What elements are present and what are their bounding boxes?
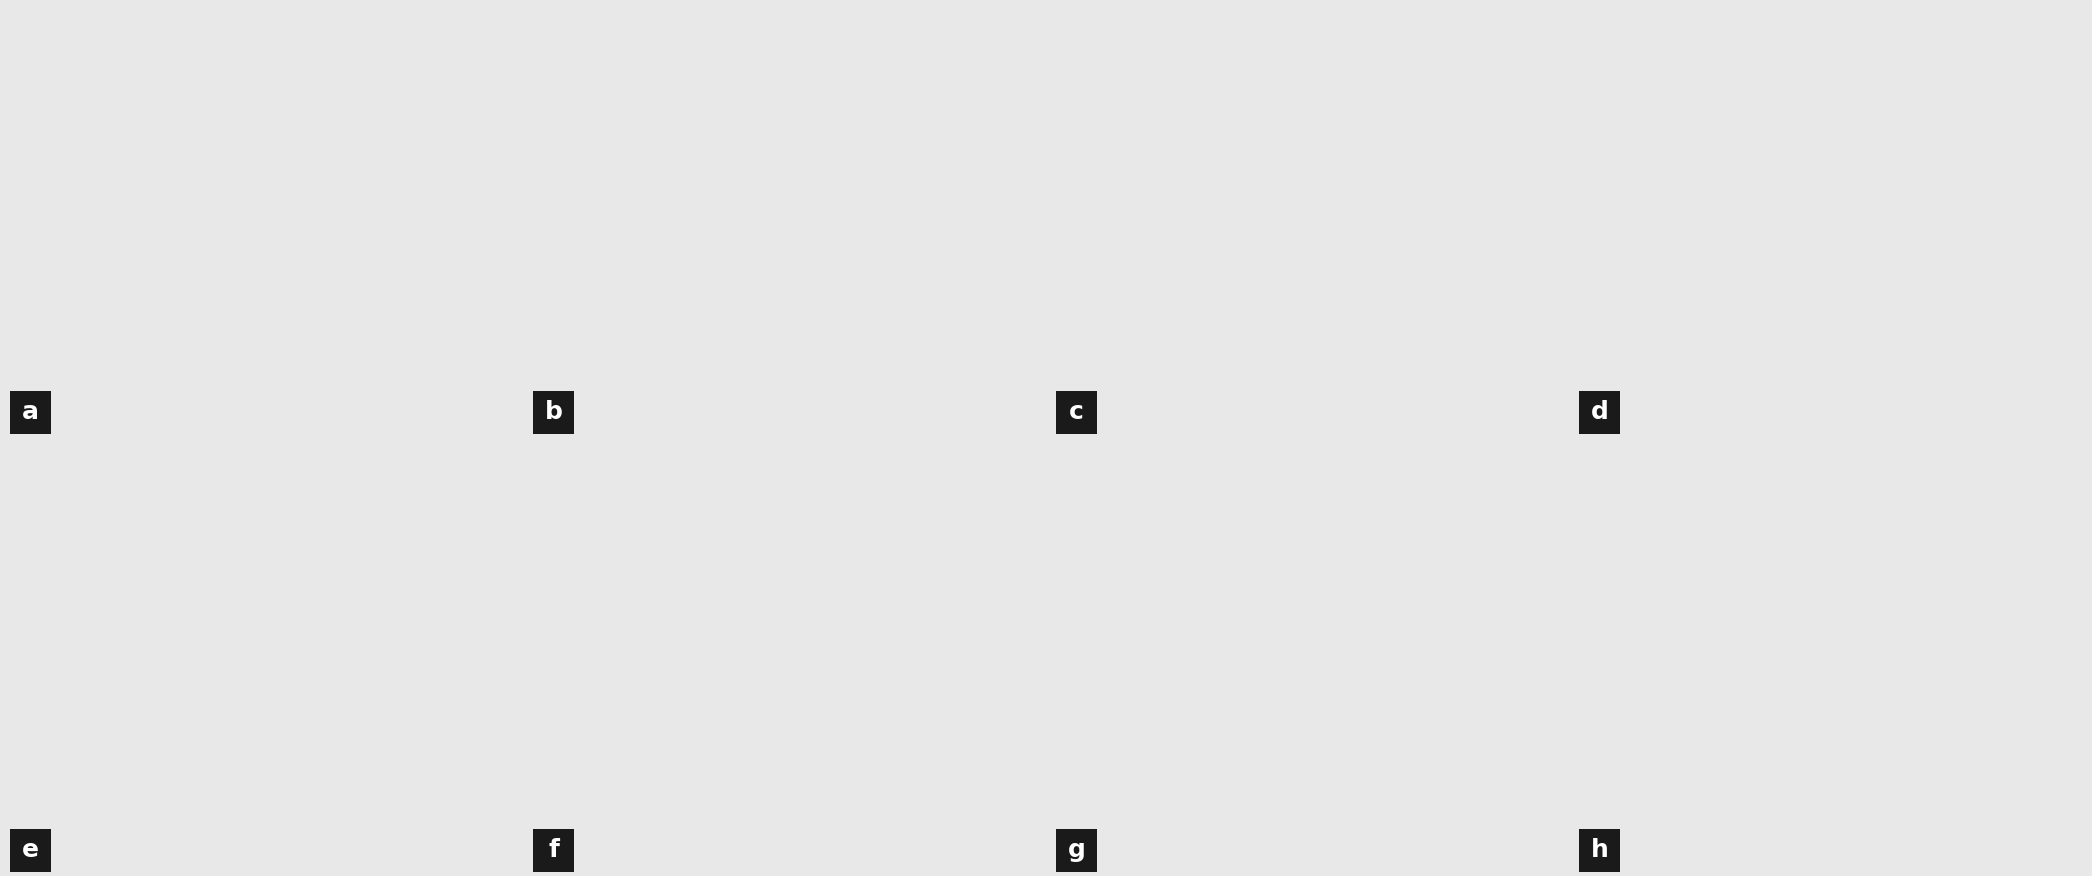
Bar — [10, 391, 50, 434]
Text: g: g — [1067, 838, 1086, 862]
Text: e: e — [23, 838, 40, 862]
Text: f: f — [548, 838, 559, 862]
Bar — [10, 829, 50, 872]
Text: h: h — [1590, 838, 1609, 862]
Bar — [533, 391, 573, 434]
Text: c: c — [1069, 400, 1084, 424]
Bar — [533, 829, 573, 872]
Bar — [1579, 391, 1619, 434]
Text: a: a — [23, 400, 40, 424]
Bar — [1056, 829, 1096, 872]
Bar — [1056, 391, 1096, 434]
Text: d: d — [1590, 400, 1609, 424]
Text: b: b — [544, 400, 563, 424]
Bar — [1579, 829, 1619, 872]
